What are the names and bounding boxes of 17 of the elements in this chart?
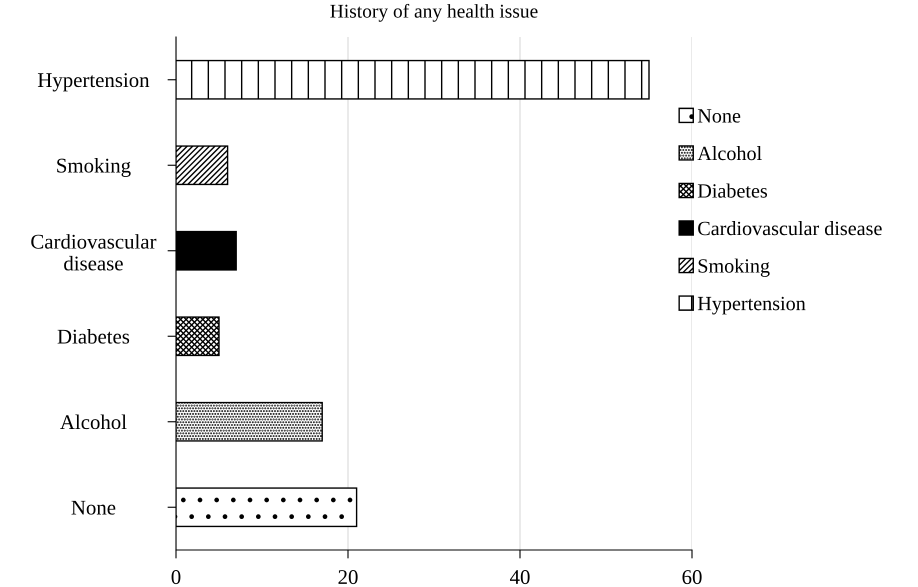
legend-label: Smoking: [698, 258, 770, 277]
chart-title: History of any health issue: [330, 4, 538, 22]
y-tick-label: Cardiovascular disease: [31, 234, 156, 271]
legend-label: Alcohol: [697, 146, 762, 160]
y-tick-label: Alcohol: [60, 414, 127, 430]
legend-label: Cardiovascular disease: [698, 221, 882, 236]
y-tick-label: None: [71, 500, 116, 515]
x-tick-label: 20: [338, 570, 358, 584]
x-tick-label: 0: [172, 570, 180, 584]
x-tick-label: 40: [510, 570, 530, 584]
x-tick-label: 60: [682, 570, 702, 584]
y-tick-label: Smoking: [57, 158, 131, 177]
legend-label: Hypertension: [698, 296, 806, 314]
y-tick-label: Hypertension: [38, 73, 150, 92]
legend-label: Diabetes: [698, 184, 768, 198]
legend-label: None: [698, 109, 740, 123]
y-tick-label: Diabetes: [58, 329, 130, 344]
